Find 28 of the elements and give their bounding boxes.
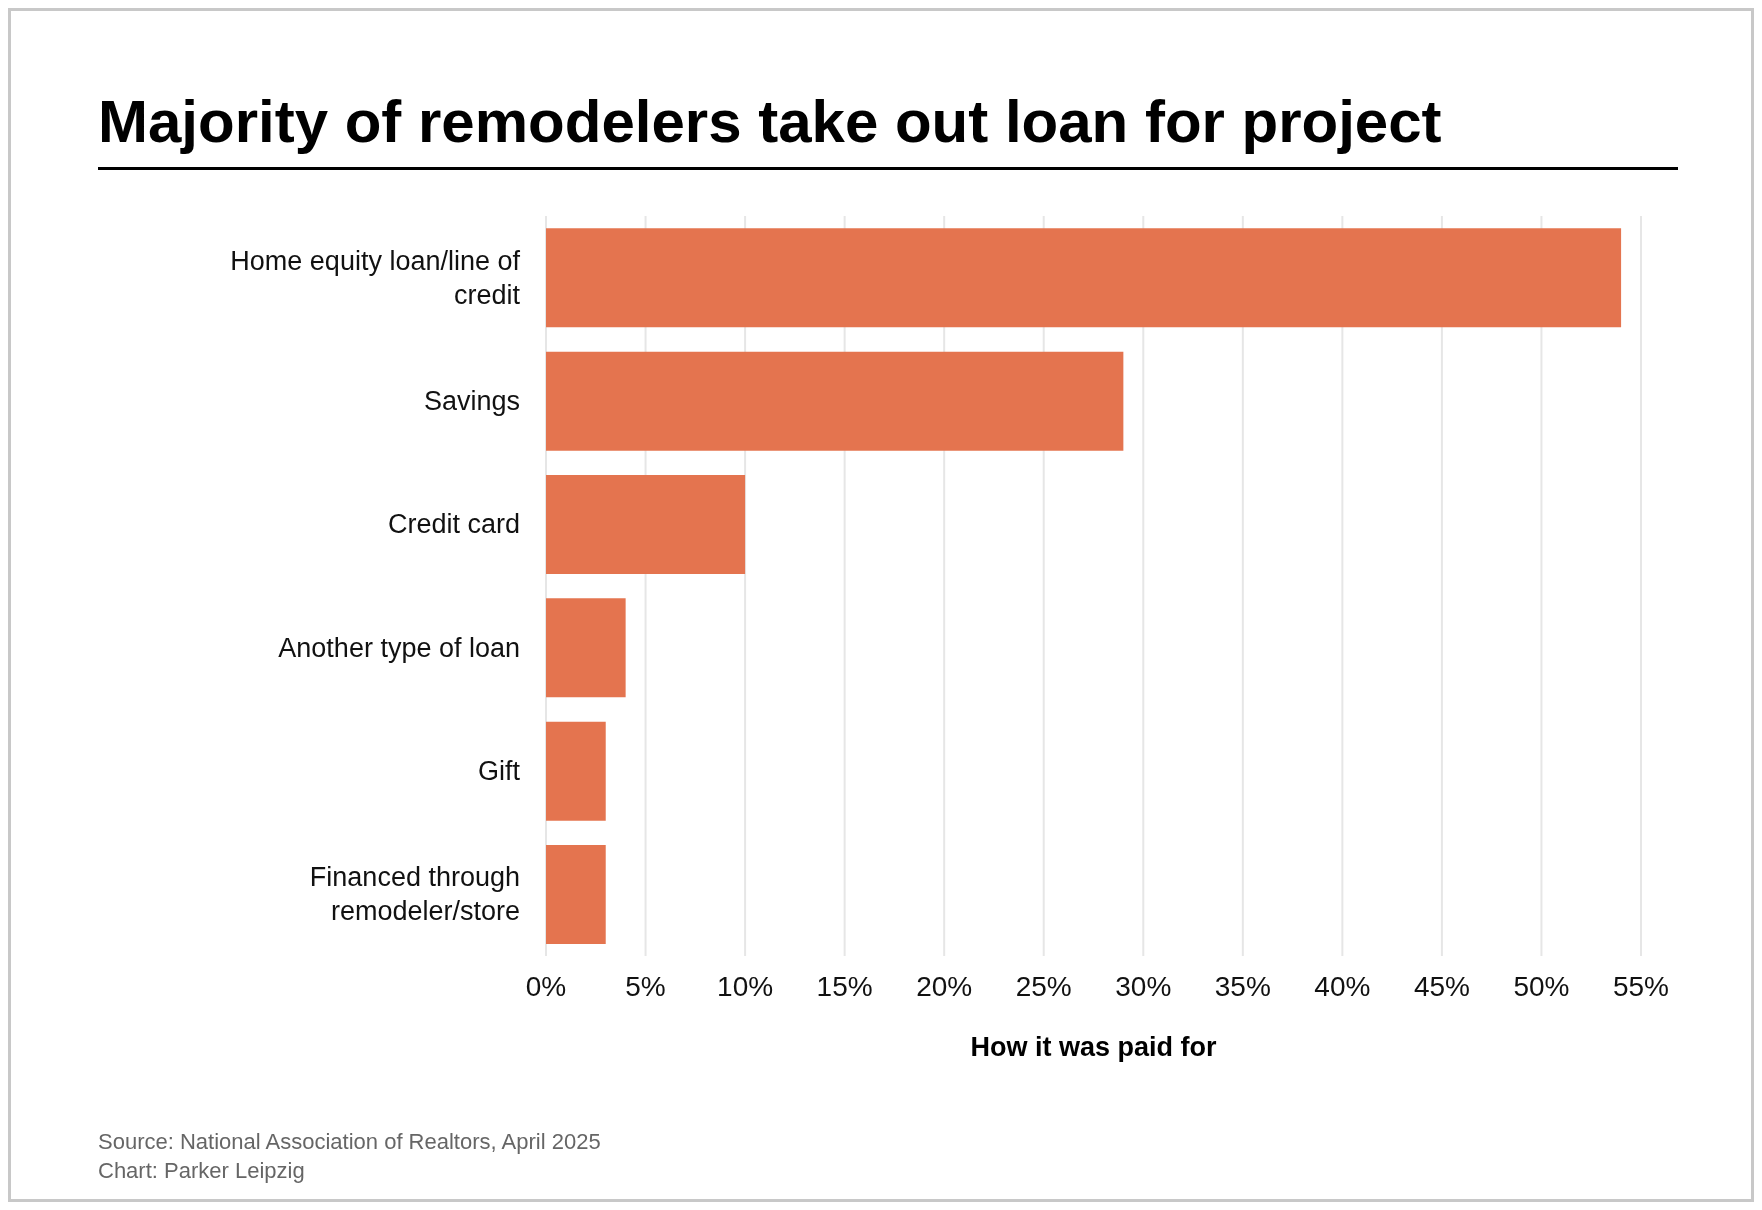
x-tick-label: 45% — [1413, 970, 1470, 1002]
bar — [546, 845, 606, 944]
x-tick-label: 10% — [717, 970, 774, 1002]
y-tick-label: Home equity loan/line of credit — [230, 245, 521, 310]
x-tick-label: 50% — [1513, 970, 1570, 1002]
x-tick-label: 0% — [525, 970, 567, 1002]
x-tick-label: 30% — [1115, 970, 1172, 1002]
bar — [546, 598, 626, 698]
y-tick-label: Another type of loan — [278, 632, 520, 663]
bar — [546, 721, 606, 821]
y-tick-label: Financed through remodeler/store — [309, 862, 520, 927]
text: Chart: Parker Leipzig — [98, 1157, 306, 1185]
bar — [546, 351, 1124, 451]
chart-title: Majority of remodelers take out loan for project — [98, 87, 1442, 156]
source-note: Source: National Association of Realtors, April 2025 — [98, 1128, 601, 1156]
x-tick-label: 35% — [1214, 970, 1271, 1002]
y-tick-label: Savings — [423, 386, 520, 416]
bar — [546, 228, 1622, 328]
bar — [546, 475, 746, 574]
x-tick-label: 15% — [816, 970, 873, 1002]
x-axis-title: How it was paid for — [970, 1032, 1217, 1062]
x-tick-label: 20% — [916, 970, 973, 1002]
y-tick-label: Credit card — [387, 509, 520, 540]
x-tick-label: 40% — [1314, 970, 1371, 1002]
y-tick-label: Gift — [477, 756, 521, 786]
x-tick-label: 5% — [625, 970, 666, 1002]
x-tick-label: 25% — [1015, 970, 1072, 1002]
x-tick-label: 55% — [1612, 970, 1670, 1002]
